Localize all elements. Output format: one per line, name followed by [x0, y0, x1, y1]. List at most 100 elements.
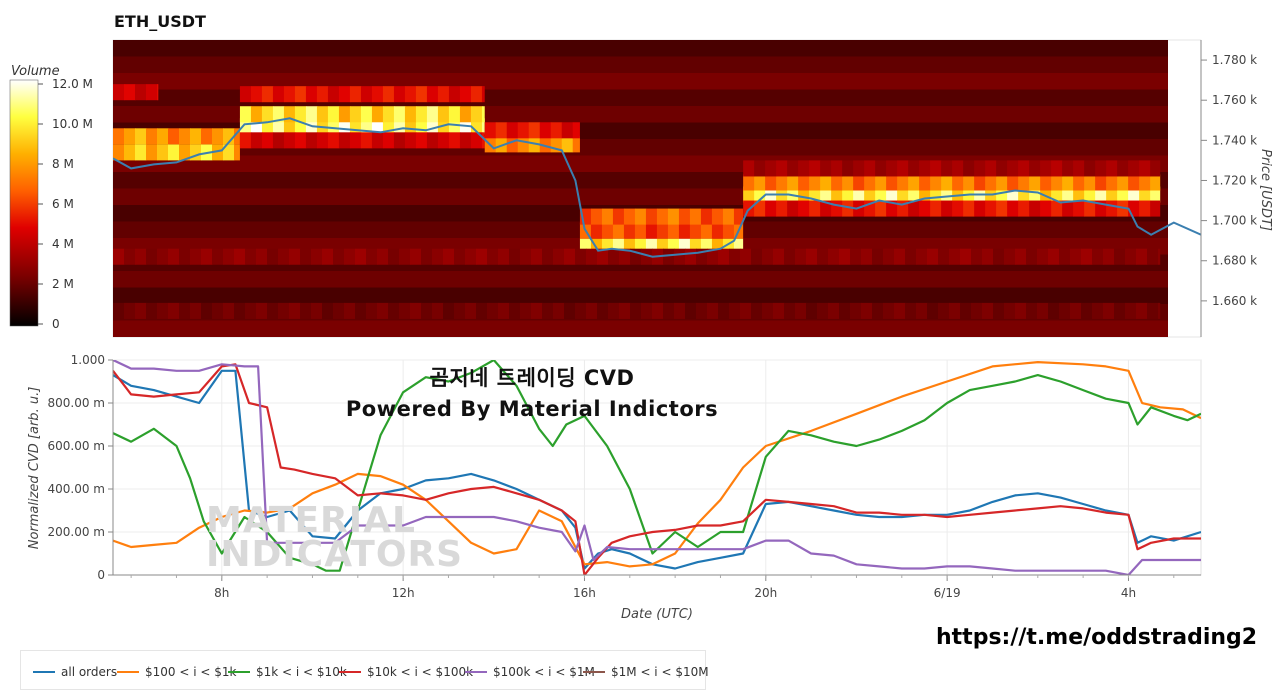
volume-cell — [470, 118, 483, 135]
volume-cell — [864, 174, 876, 191]
volume-cell — [831, 186, 843, 203]
volume-cell — [740, 248, 752, 265]
volume-cell — [930, 200, 942, 217]
volume-cell — [656, 208, 669, 225]
volume-cell — [311, 248, 323, 265]
price-axis: 1.780 k 1.760 k 1.740 k 1.720 k 1.700 k 1.680… — [1200, 40, 1257, 337]
volume-cell — [809, 200, 821, 217]
volume-cell — [410, 302, 422, 319]
volume-cell — [124, 84, 136, 101]
volume-cell — [897, 186, 909, 203]
volume-cell — [377, 248, 389, 265]
volume-cell — [168, 302, 180, 319]
volume-cell — [294, 106, 307, 123]
volume-cell — [539, 136, 552, 153]
volume-cell — [842, 160, 854, 177]
volume-cell — [853, 160, 865, 177]
colorbar-tick-label: 4 M — [52, 237, 74, 251]
volume-cell — [982, 302, 994, 319]
volume-cell — [190, 144, 202, 161]
cvd-x-tick-label: 16h — [573, 586, 596, 600]
volume-cell — [261, 118, 274, 135]
volume-cell — [883, 302, 895, 319]
volume-cell — [597, 248, 609, 265]
volume-cell — [250, 118, 263, 135]
legend-item-100k-1m[interactable]: $100k < i < $1M — [465, 665, 595, 679]
volume-cell — [579, 208, 592, 225]
volume-cell — [762, 302, 774, 319]
volume-cell — [601, 238, 614, 255]
volume-cell — [1007, 160, 1019, 177]
volume-cell — [952, 186, 964, 203]
watermark-line1: MATERIAL — [206, 500, 416, 541]
volume-cell — [404, 132, 417, 149]
volume-cell — [641, 302, 653, 319]
volume-cell — [1139, 160, 1151, 177]
volume-cell — [1073, 200, 1085, 217]
volume-cell — [993, 248, 1005, 265]
volume-cell — [415, 132, 428, 149]
volume-cell — [250, 86, 263, 103]
legend-item-all-orders[interactable]: all orders — [33, 665, 117, 679]
volume-cell — [1106, 200, 1118, 217]
volume-cell — [897, 160, 909, 177]
volume-cell — [135, 128, 147, 145]
volume-cell — [864, 186, 876, 203]
volume-cell — [886, 186, 898, 203]
volume-cell — [597, 302, 609, 319]
volume-cell — [1128, 200, 1140, 217]
volume-cell — [894, 302, 906, 319]
volume-cell — [495, 136, 508, 153]
volume-cell — [404, 86, 417, 103]
volume-cell — [322, 302, 334, 319]
volume-cell — [520, 248, 532, 265]
volume-cell — [146, 84, 158, 101]
legend-item-1m-10m[interactable]: $1M < i < $10M — [583, 665, 709, 679]
volume-cell — [718, 248, 730, 265]
volume-cell — [619, 302, 631, 319]
volume-cell — [828, 248, 840, 265]
volume-cell — [506, 136, 519, 153]
volume-cell — [426, 106, 439, 123]
legend-item-1k-10k[interactable]: $1k < i < $10k — [228, 665, 347, 679]
footer-link[interactable]: https://t.me/oddstrading2 — [936, 625, 1258, 650]
volume-cell — [674, 302, 686, 319]
volume-cell — [305, 86, 318, 103]
cvd-x-tick-label: 6/19 — [934, 586, 961, 600]
volume-cell — [711, 238, 724, 255]
volume-cell — [415, 86, 428, 103]
volume-cell — [349, 118, 362, 135]
volume-cell — [619, 248, 631, 265]
volume-cell — [564, 248, 576, 265]
colorbar-tick-label: 6 M — [52, 197, 74, 211]
volume-cell — [996, 174, 1008, 191]
volume-cell — [388, 302, 400, 319]
volume-cell — [820, 160, 832, 177]
legend-item-10k-100k[interactable]: $10k < i < $100k — [339, 665, 473, 679]
volume-cell — [634, 222, 647, 239]
volume-cell — [919, 160, 931, 177]
volume-cell — [630, 248, 642, 265]
volume-cell — [437, 132, 450, 149]
volume-cell — [1051, 160, 1063, 177]
volume-cell — [366, 302, 378, 319]
legend-item-100-1k[interactable]: $100 < i < $1k — [117, 665, 236, 679]
volume-cell — [135, 302, 147, 319]
volume-cell — [938, 302, 950, 319]
volume-cell — [875, 160, 887, 177]
volume-cell — [1029, 160, 1041, 177]
volume-cell — [495, 122, 508, 139]
watermark-line2: INDICATORS — [206, 534, 464, 575]
volume-cell — [1007, 174, 1019, 191]
volume-cell — [410, 248, 422, 265]
volume-cell — [528, 122, 541, 139]
volume-cell — [927, 302, 939, 319]
volume-cell — [146, 302, 158, 319]
volume-cell — [300, 302, 312, 319]
volume-cell — [572, 136, 580, 153]
volume-cell — [787, 200, 799, 217]
volume-cell — [601, 208, 614, 225]
watermark-logo: MATERIAL INDICATORS — [206, 500, 464, 575]
volume-cell — [157, 302, 169, 319]
volume-cell — [201, 128, 213, 145]
